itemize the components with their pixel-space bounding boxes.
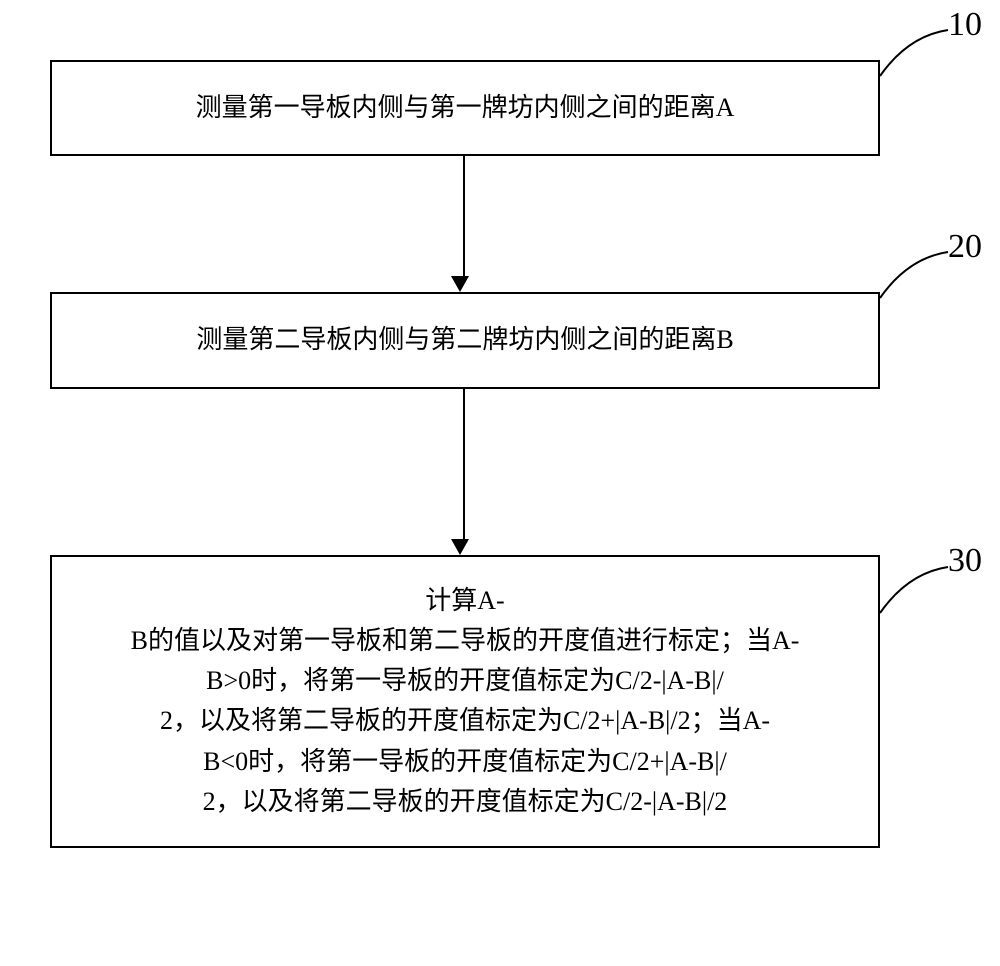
- flow-edge-2: [463, 389, 465, 555]
- flow-node-3: 计算A- B的值以及对第一导板和第二导板的开度值进行标定；当A- B>0时，将第…: [50, 555, 880, 849]
- arrow-line: [463, 156, 465, 276]
- flow-node-3-line-5: 2，以及将第二导板的开度值标定为C/2-|A-B|/2: [82, 782, 848, 822]
- ref-label-3: 30: [948, 542, 982, 580]
- ref-label-2: 20: [948, 228, 982, 266]
- ref-label-1: 10: [948, 6, 982, 44]
- flow-edge-1: [463, 156, 465, 292]
- flow-node-3-line-1: B的值以及对第一导板和第二导板的开度值进行标定；当A-: [82, 621, 848, 661]
- arrow-line: [463, 389, 465, 539]
- flow-node-3-line-3: 2，以及将第二导板的开度值标定为C/2+|A-B|/2；当A-: [82, 701, 848, 741]
- flow-node-2-text: 测量第二导板内侧与第二牌坊内侧之间的距离B: [196, 325, 733, 354]
- flow-node-2: 测量第二导板内侧与第二牌坊内侧之间的距离B: [50, 292, 880, 388]
- arrow-head-icon: [451, 276, 469, 292]
- arrow-head-icon: [451, 539, 469, 555]
- flow-node-3-line-2: B>0时，将第一导板的开度值标定为C/2-|A-B|/: [82, 661, 848, 701]
- flow-node-3-line-0: 计算A-: [82, 581, 848, 621]
- flow-node-3-line-4: B<0时，将第一导板的开度值标定为C/2+|A-B|/: [82, 742, 848, 782]
- flow-node-1: 测量第一导板内侧与第一牌坊内侧之间的距离A: [50, 60, 880, 156]
- flowchart-root: 测量第一导板内侧与第一牌坊内侧之间的距离A 测量第二导板内侧与第二牌坊内侧之间的…: [50, 60, 950, 848]
- flow-node-1-text: 测量第一导板内侧与第一牌坊内侧之间的距离A: [196, 93, 735, 122]
